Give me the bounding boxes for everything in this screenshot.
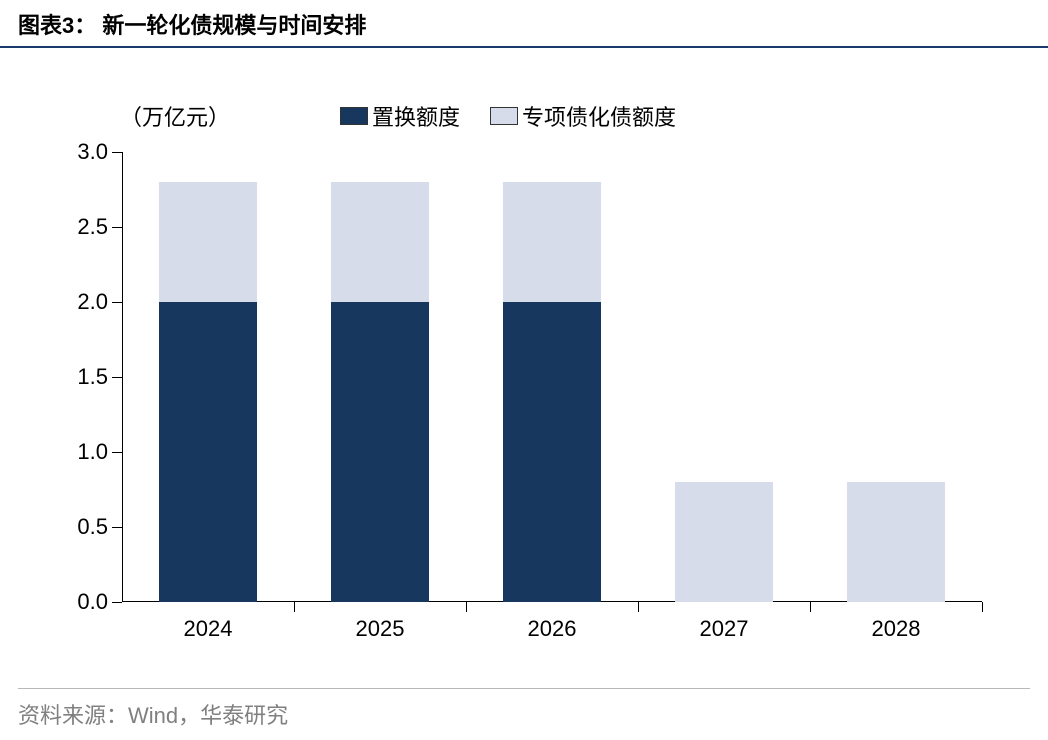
bar-segment-s2 xyxy=(159,182,257,302)
legend-swatch-s2 xyxy=(490,107,518,125)
y-tick xyxy=(112,227,122,228)
y-tick-label: 0.0 xyxy=(77,589,108,615)
legend-label-s1: 置换额度 xyxy=(372,100,460,132)
y-axis-unit: （万亿元） xyxy=(120,100,230,132)
bar-segment-s2 xyxy=(331,182,429,302)
x-tick xyxy=(982,602,983,612)
bar-stack xyxy=(159,182,257,602)
x-tick-label: 2027 xyxy=(700,616,749,642)
legend-swatch-s1 xyxy=(340,107,368,125)
legend-item-s2: 专项债化债额度 xyxy=(490,100,676,132)
legend-item-s1: 置换额度 xyxy=(340,100,460,132)
chart-title: 图表3： 新一轮化债规模与时间安排 xyxy=(0,0,1048,48)
bar-segment-s2 xyxy=(675,482,773,602)
bar-segment-s1 xyxy=(331,302,429,602)
bar-segment-s1 xyxy=(503,302,601,602)
x-tick xyxy=(638,602,639,612)
legend: 置换额度 专项债化债额度 xyxy=(340,100,676,132)
x-tick xyxy=(810,602,811,612)
y-tick xyxy=(112,377,122,378)
x-tick-label: 2026 xyxy=(528,616,577,642)
legend-label-s2: 专项债化债额度 xyxy=(522,100,676,132)
y-tick-label: 2.5 xyxy=(77,214,108,240)
y-tick xyxy=(112,602,122,603)
y-axis xyxy=(122,152,123,602)
bar-segment-s1 xyxy=(159,302,257,602)
footer-source: 资料来源：Wind，华泰研究 xyxy=(18,698,288,730)
bar-stack xyxy=(503,182,601,602)
bar-segment-s2 xyxy=(503,182,601,302)
y-tick xyxy=(112,527,122,528)
bar-stack xyxy=(847,482,945,602)
y-tick-label: 1.0 xyxy=(77,439,108,465)
bar-stack xyxy=(675,482,773,602)
y-tick xyxy=(112,452,122,453)
plot-area: 0.00.51.01.52.02.53.02024202520262027202… xyxy=(122,152,982,602)
y-tick-label: 3.0 xyxy=(77,139,108,165)
y-tick-label: 2.0 xyxy=(77,289,108,315)
y-tick xyxy=(112,152,122,153)
x-tick-label: 2028 xyxy=(872,616,921,642)
bar-stack xyxy=(331,182,429,602)
footer-divider xyxy=(18,688,1030,689)
x-tick-label: 2024 xyxy=(184,616,233,642)
chart-container: （万亿元） 置换额度 专项债化债额度 0.00.51.01.52.02.53.0… xyxy=(60,100,1000,660)
x-tick-label: 2025 xyxy=(356,616,405,642)
x-tick xyxy=(466,602,467,612)
y-tick xyxy=(112,302,122,303)
y-tick-label: 1.5 xyxy=(77,364,108,390)
y-tick-label: 0.5 xyxy=(77,514,108,540)
x-tick xyxy=(294,602,295,612)
bar-segment-s2 xyxy=(847,482,945,602)
